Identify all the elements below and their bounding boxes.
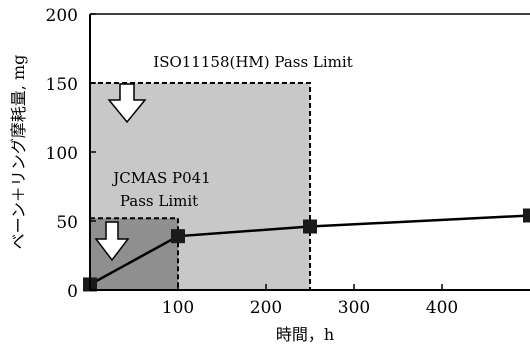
x-tick-label-400: 400	[426, 298, 458, 318]
iso-down-arrow-icon	[107, 83, 147, 124]
jcmas-pass-limit-region	[89, 217, 179, 292]
x-tick-label-200: 200	[250, 298, 282, 318]
series-layer	[83, 208, 530, 292]
jcmas-limit-label-line2: Pass Limit	[120, 192, 198, 210]
series-line-0	[89, 214, 530, 286]
jcmas-limit-label-line1: JCMAS P041	[111, 169, 210, 187]
x-axis-title: 時間，h	[276, 325, 334, 344]
x-tick-label-300: 300	[338, 298, 370, 318]
iso-limit-label: ISO11158(HM) Pass Limit	[153, 53, 352, 71]
y-tick-label-100: 100	[46, 144, 78, 164]
data-point-3	[523, 208, 530, 223]
y-tick-label-150: 150	[46, 75, 78, 95]
data-point-1	[171, 229, 185, 244]
ticks-layer	[90, 13, 443, 291]
jcmas-down-arrow-icon	[94, 221, 130, 262]
y-tick-label-50: 50	[56, 213, 78, 233]
y-tick-label-200: 200	[46, 6, 78, 26]
y-tick-label-0: 0	[67, 282, 78, 302]
y-axis-title: ベーン＋リング摩耗量, mg	[9, 55, 28, 250]
x-tick-label-100: 100	[162, 298, 194, 318]
data-point-2	[303, 219, 317, 234]
